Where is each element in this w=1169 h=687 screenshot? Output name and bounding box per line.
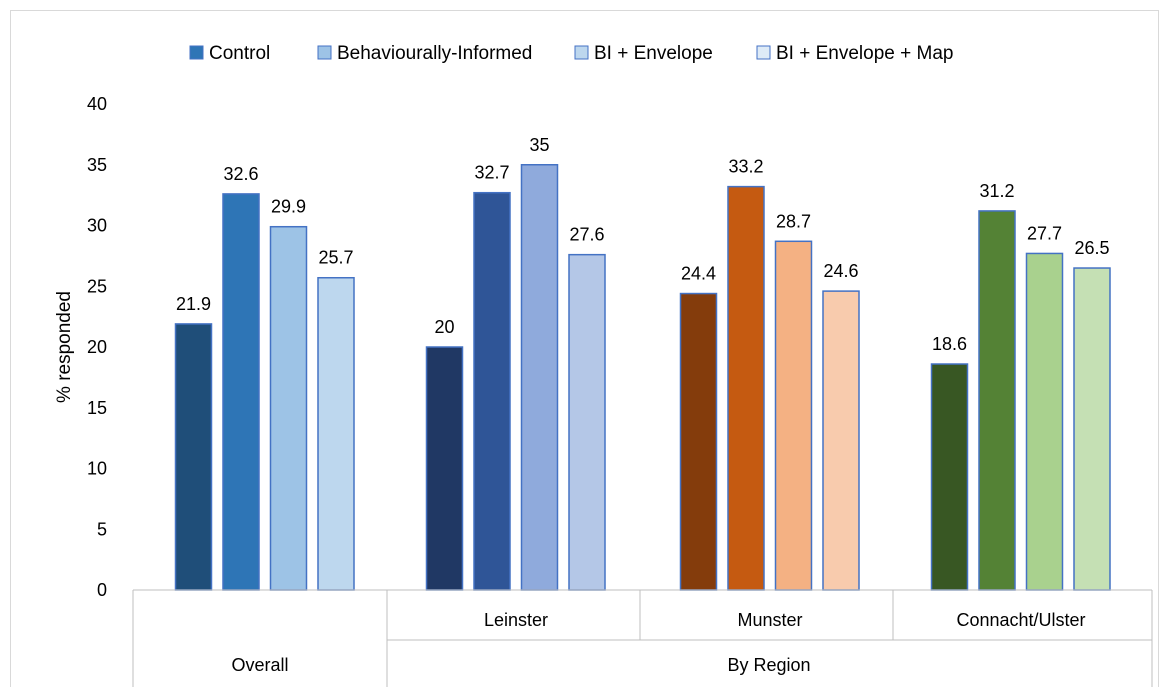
data-label: 24.6 [823, 261, 858, 281]
data-label: 32.7 [474, 163, 509, 183]
data-label: 29.9 [271, 197, 306, 217]
legend-label: BI + Envelope [594, 43, 713, 64]
bar [679, 292, 718, 591]
legend-label: Control [209, 43, 270, 64]
bar [774, 240, 813, 591]
y-tick-label: 15 [87, 398, 107, 418]
legend-swatch [574, 45, 589, 60]
legend-swatch [189, 45, 204, 60]
data-label: 27.7 [1027, 223, 1062, 243]
bar [822, 290, 860, 591]
data-label: 18.6 [932, 334, 967, 354]
legend-swatch [756, 45, 771, 60]
data-label: 25.7 [318, 248, 353, 268]
bar [269, 225, 308, 591]
bar [568, 253, 606, 591]
y-tick-label: 0 [97, 580, 107, 600]
bar [520, 164, 559, 591]
legend-swatch [317, 45, 332, 60]
y-tick-label: 35 [87, 155, 107, 175]
data-label: 28.7 [776, 211, 811, 231]
legend-label: BI + Envelope + Map [776, 43, 953, 64]
x-subcategory-label: Leinster [484, 610, 548, 630]
data-label: 20 [434, 317, 454, 337]
data-label: 24.4 [681, 264, 716, 284]
data-label: 27.6 [569, 225, 604, 245]
x-subcategory-label: Munster [737, 610, 802, 630]
data-label: 26.5 [1074, 238, 1109, 258]
x-category-label: Overall [231, 655, 288, 675]
data-label: 33.2 [728, 157, 763, 177]
bar [978, 210, 1016, 591]
y-tick-label: 5 [97, 519, 107, 539]
y-tick-label: 10 [87, 459, 107, 479]
y-tick-label: 30 [87, 216, 107, 236]
data-label: 32.6 [223, 164, 258, 184]
bar [317, 276, 355, 591]
legend-label: Behaviourally-Informed [337, 43, 532, 64]
bar [473, 191, 511, 591]
y-tick-label: 20 [87, 337, 107, 357]
data-label: 31.2 [979, 181, 1014, 201]
y-tick-label: 40 [87, 94, 107, 114]
y-tick-label: 25 [87, 276, 107, 296]
bar [930, 363, 969, 591]
bar [174, 323, 213, 591]
data-label: 21.9 [176, 294, 211, 314]
bar [425, 346, 464, 591]
data-label: 35 [529, 135, 549, 155]
bar [1073, 267, 1111, 591]
bar [727, 185, 765, 591]
bar [222, 193, 260, 591]
bar [1025, 252, 1064, 591]
x-subcategory-label: Connacht/Ulster [956, 610, 1085, 630]
x-category-label: By Region [727, 655, 810, 675]
y-axis-title: % responded [54, 291, 75, 403]
